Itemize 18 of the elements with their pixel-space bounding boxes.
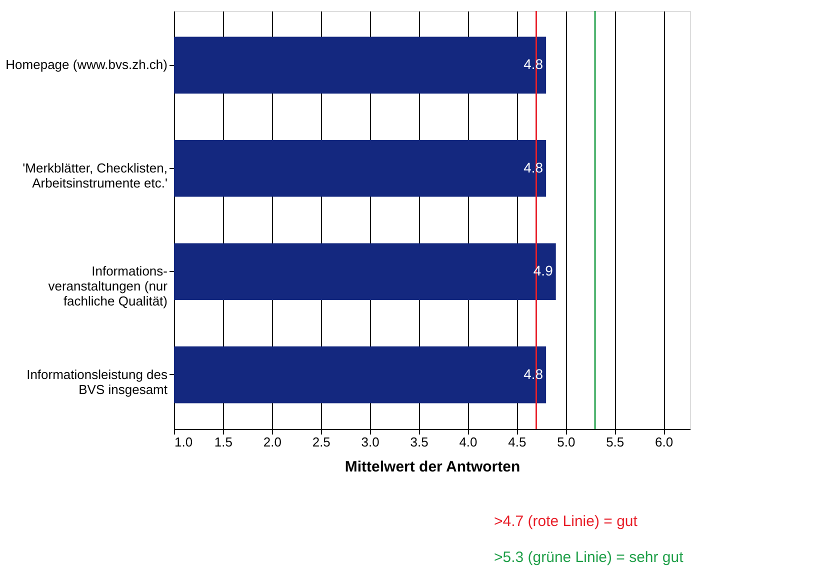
x-axis-title: Mittelwert der Antworten [344,458,520,476]
y-tick-label: Informationsleistung des BVS insgesamt [26,366,168,397]
x-tick-label: 5.0 [557,434,576,450]
x-tick-label: 5.5 [606,434,624,450]
x-tick-label: 3.0 [361,434,380,450]
x-tick-label: 4.5 [508,434,526,450]
x-tick-label: 1.0 [174,434,193,450]
x-tick-label: 4.0 [459,434,478,450]
y-tick-label: 'Merkblätter, Checklisten, Arbeitsinstrumente etc.' [22,160,168,190]
x-tick-label: 3.5 [410,434,428,450]
y-tick-label: Homepage (www.bvs.zh.ch) [6,57,168,72]
ref-line-label: >5.3 (grüne Linie) = sehr gut [494,549,684,566]
x-tick-label: 2.0 [263,434,282,450]
x-tick-label: 1.5 [214,434,232,450]
y-tick-label: Informations- veranstaltungen (nur fachliche Qualität) [48,264,168,309]
ref-line-label: >4.7 (rote Linie) = gut [494,513,638,530]
x-tick-label: 6.0 [655,434,674,450]
x-tick-label: 2.5 [312,434,330,450]
